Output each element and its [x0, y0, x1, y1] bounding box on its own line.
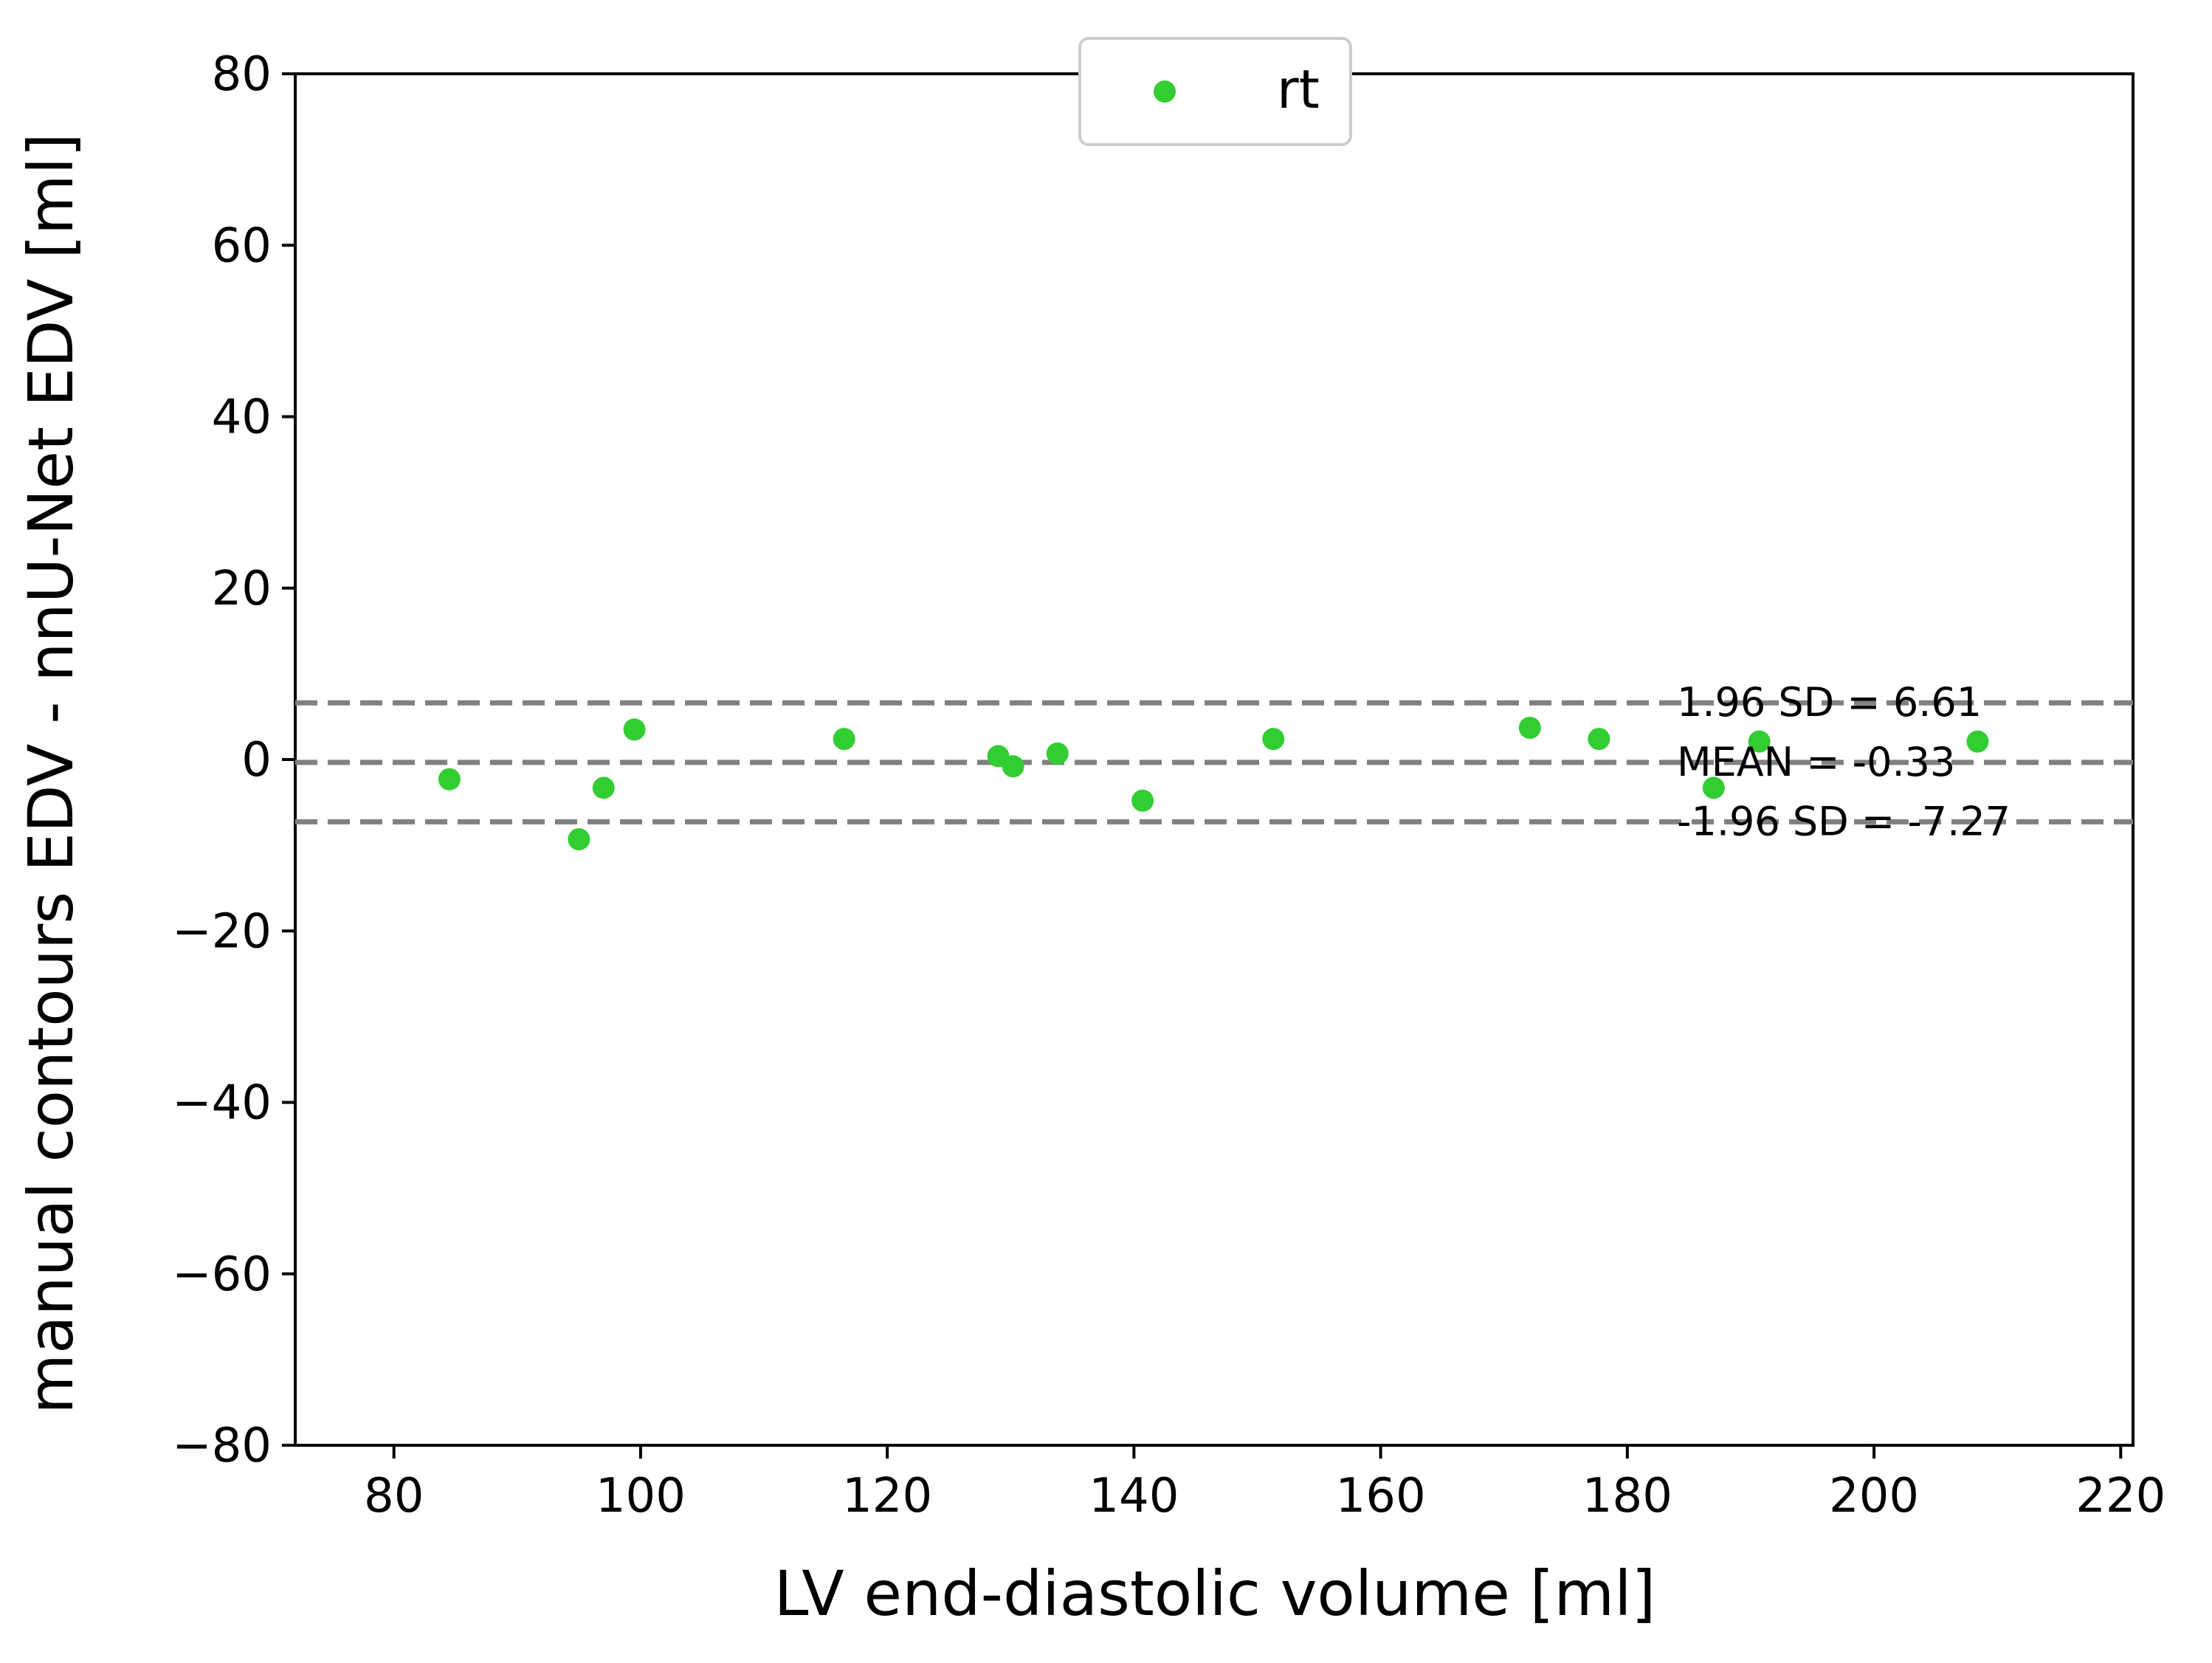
plot-area [294, 72, 2135, 1447]
data-point [1262, 728, 1285, 751]
annotation-upper-limit: 1.96 SD = 6.61 [1677, 679, 1982, 726]
y-tick-label: 40 [212, 390, 272, 445]
data-point [438, 768, 461, 791]
y-tick-label: 60 [212, 218, 272, 273]
y-tick-label: 20 [212, 562, 272, 616]
data-point [833, 728, 855, 751]
data-point [1702, 777, 1725, 799]
data-point [623, 718, 646, 741]
x-tick-label: 140 [1089, 1469, 1179, 1523]
axis-ticks: 80 100 120 140 160 180 200 220 −80 −60 −40 −20 0 20 40… [172, 47, 2166, 1523]
data-point [1131, 789, 1154, 812]
x-tick-label: 160 [1336, 1469, 1426, 1523]
annotation-lower-limit: -1.96 SD = -7.27 [1677, 798, 2011, 844]
data-points [438, 717, 1989, 850]
y-tick-label: 0 [241, 733, 272, 788]
x-tick-label: 100 [596, 1469, 686, 1523]
x-tick-label: 200 [1829, 1469, 1919, 1523]
y-tick-label: 80 [212, 47, 272, 102]
legend-entry-rt: rt [1277, 58, 1320, 120]
data-point [592, 777, 615, 799]
plot-frame [294, 72, 2135, 1447]
legend-box [1078, 37, 1352, 146]
x-tick-label: 80 [364, 1469, 424, 1523]
x-tick-label: 220 [2075, 1469, 2166, 1523]
x-tick-label: 180 [1582, 1469, 1672, 1523]
x-axis-label: LV end-diastolic volume [ml] [774, 1557, 1656, 1630]
y-tick-label: −60 [172, 1247, 272, 1302]
reference-annotations: 1.96 SD = 6.61 MEAN = -0.33 -1.96 SD = -7.… [1677, 679, 2011, 844]
data-point [1046, 742, 1069, 765]
y-axis-label: manual contours EDV - nnU-Net EDV [ml] [15, 133, 87, 1414]
data-point [1518, 717, 1541, 740]
data-point [568, 827, 590, 850]
y-tick-label: −40 [172, 1076, 272, 1131]
legend: rt [1078, 37, 1352, 146]
legend-marker [1154, 80, 1176, 103]
reference-lines [295, 700, 2133, 824]
y-tick-label: −20 [172, 904, 272, 959]
x-tick-label: 120 [842, 1469, 932, 1523]
data-point [1748, 730, 1771, 753]
annotation-mean: MEAN = -0.33 [1677, 739, 1955, 785]
y-tick-label: −80 [172, 1419, 272, 1473]
data-point [1588, 728, 1610, 751]
data-point [1002, 755, 1024, 778]
data-point [1966, 730, 1989, 753]
